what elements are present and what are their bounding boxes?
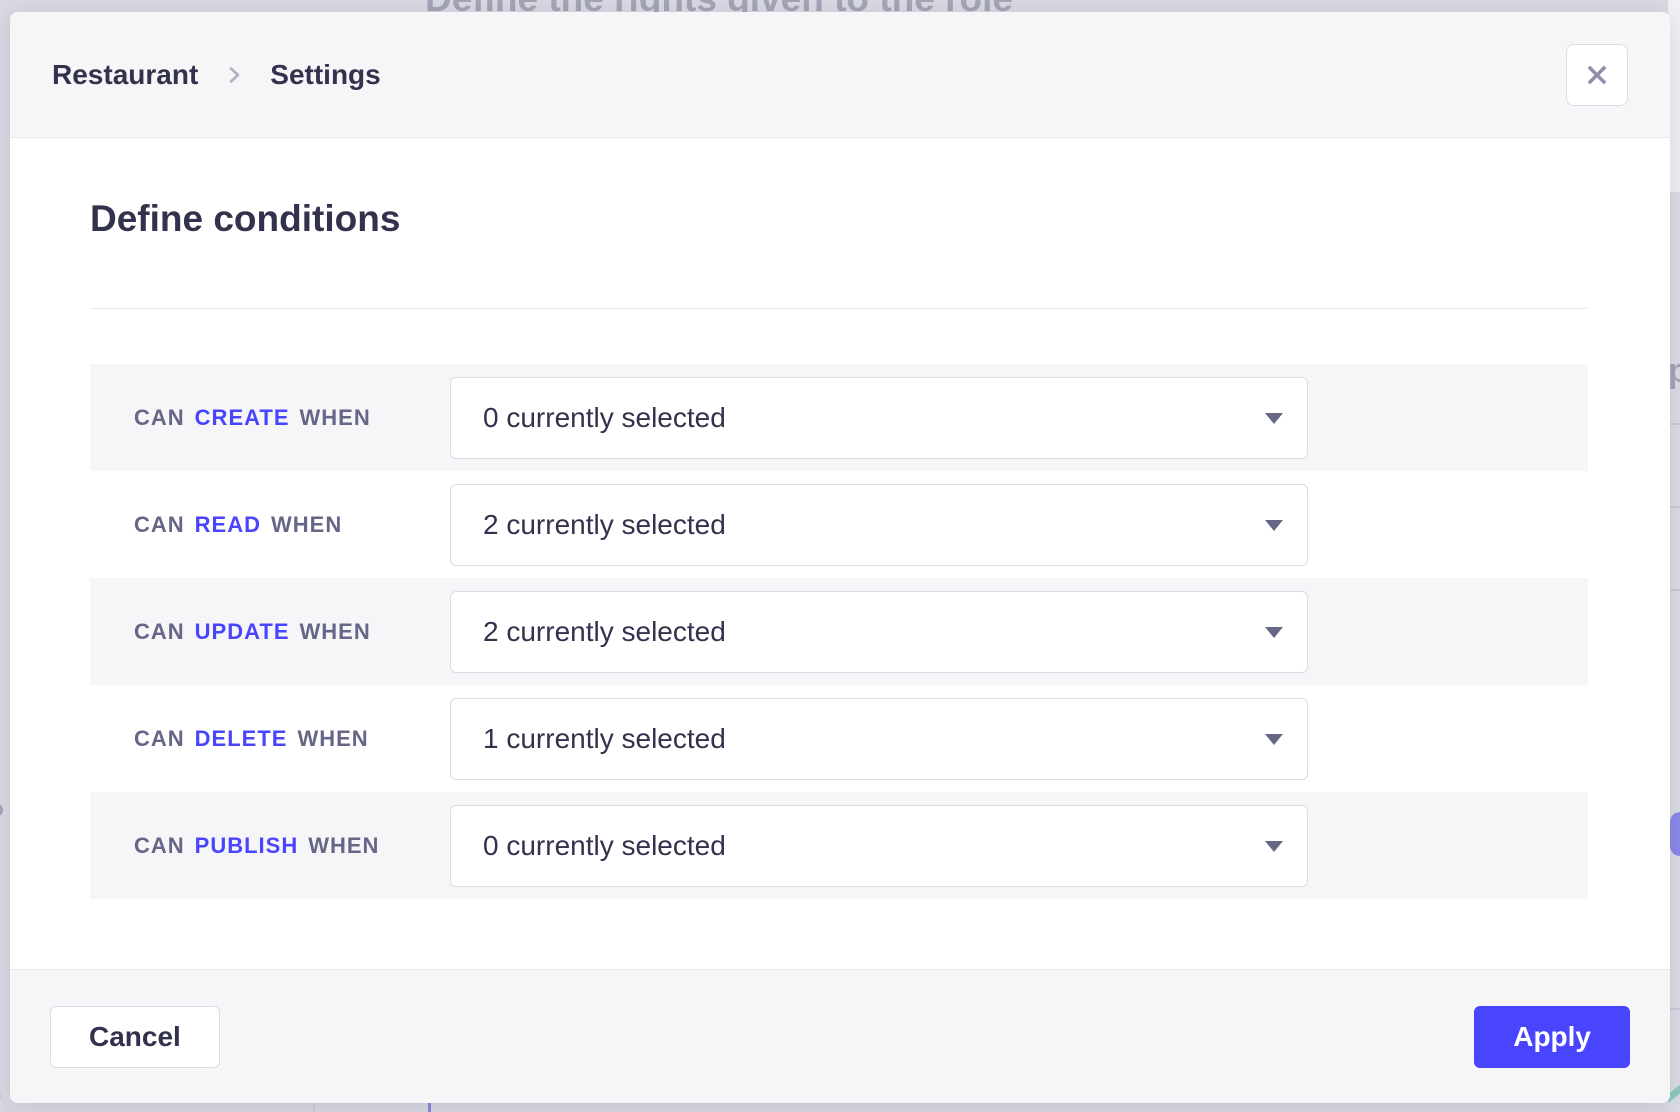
background-row-divider	[1668, 506, 1680, 508]
condition-label: CAN DELETE WHEN	[134, 725, 369, 751]
condition-label: CAN READ WHEN	[134, 511, 343, 537]
define-conditions-modal: Restaurant Settings Define conditions	[10, 12, 1670, 1103]
close-icon	[1582, 60, 1612, 90]
divider	[90, 308, 1588, 309]
background-column-divider	[313, 1103, 315, 1112]
can-create-select[interactable]: 0 currently selected	[450, 376, 1308, 459]
condition-label: CAN CREATE WHEN	[134, 404, 371, 430]
background-row-divider	[1668, 1008, 1680, 1010]
background-right-table-fragment: p	[1668, 0, 1680, 1112]
cancel-button[interactable]: Cancel	[50, 1005, 220, 1068]
background-column-divider	[428, 1103, 431, 1112]
condition-row-create: CAN CREATE WHEN 0 currently selected	[90, 364, 1588, 471]
chevron-right-icon	[222, 63, 246, 87]
condition-row-publish: CAN PUBLISH WHEN 0 currently selected	[90, 792, 1588, 899]
breadcrumb-item-restaurant: Restaurant	[52, 58, 199, 90]
modal-header: Restaurant Settings	[10, 12, 1670, 138]
background-badge-fragment	[1670, 812, 1680, 856]
condition-label: CAN PUBLISH WHEN	[134, 832, 380, 858]
modal-footer: Cancel Apply	[10, 969, 1670, 1103]
page-title: Define conditions	[90, 198, 401, 239]
background-band	[1668, 0, 1680, 192]
background-row-divider	[1668, 423, 1680, 425]
breadcrumb: Restaurant Settings	[52, 59, 381, 91]
can-update-select[interactable]: 2 currently selected	[450, 590, 1308, 673]
modal-body: Define conditions CAN CREATE WHEN 0 curr…	[10, 138, 1670, 969]
can-read-select[interactable]: 2 currently selected	[450, 483, 1308, 566]
close-button[interactable]	[1566, 43, 1628, 106]
can-publish-select[interactable]: 0 currently selected	[450, 804, 1308, 887]
background-bottom-fragment	[0, 1103, 1680, 1112]
background-left-text-fragments: l r d g o n e r u ti P e a	[0, 0, 10, 1112]
condition-label: CAN UPDATE WHEN	[134, 618, 371, 644]
background-letter: p	[1668, 352, 1680, 390]
chevron-down-icon	[1265, 626, 1283, 638]
conditions-list: CAN CREATE WHEN 0 currently selected CAN…	[90, 364, 1588, 899]
chevron-down-icon	[1265, 519, 1283, 531]
condition-row-delete: CAN DELETE WHEN 1 currently selected	[90, 685, 1588, 792]
chevron-down-icon	[1265, 840, 1283, 852]
can-delete-select[interactable]: 1 currently selected	[450, 697, 1308, 780]
apply-button[interactable]: Apply	[1474, 1005, 1630, 1068]
condition-row-read: CAN READ WHEN 2 currently selected	[90, 471, 1588, 578]
chevron-down-icon	[1265, 733, 1283, 745]
chevron-down-icon	[1265, 412, 1283, 424]
breadcrumb-item-settings: Settings	[270, 58, 381, 90]
background-row-divider	[1668, 589, 1680, 591]
condition-row-update: CAN UPDATE WHEN 2 currently selected	[90, 578, 1588, 685]
